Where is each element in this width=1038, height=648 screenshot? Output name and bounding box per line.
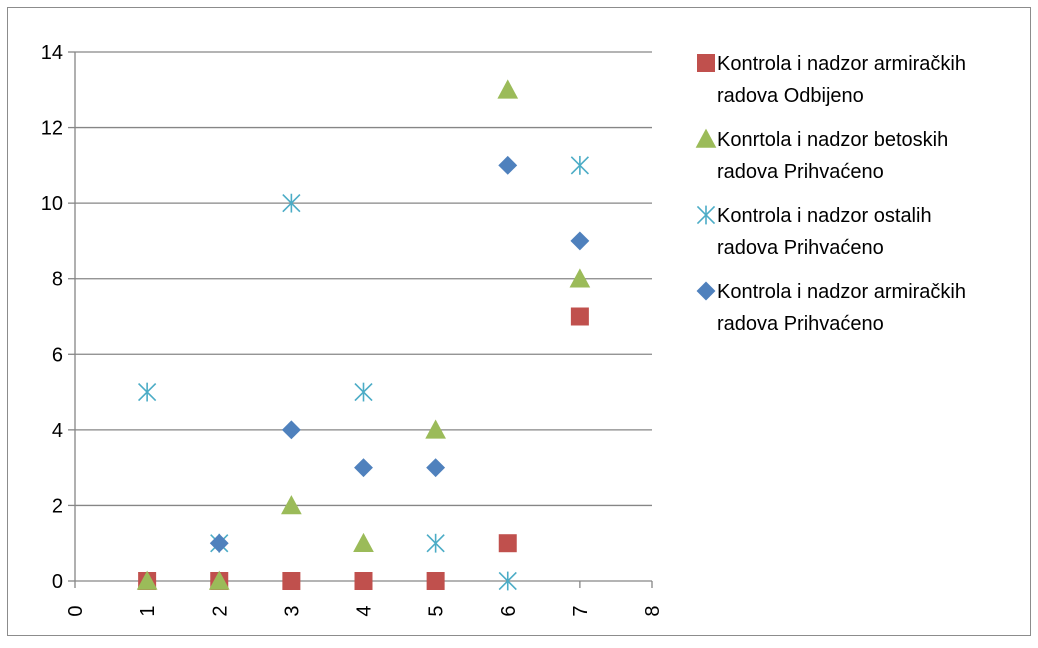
legend-item: Kontrola i nadzor armiračkih radova Prihv…	[696, 281, 966, 335]
legend-item: Kontrola i nadzor armiračkih radova Odbij…	[697, 53, 966, 107]
y-tick-label: 4	[52, 420, 63, 442]
legend-marker	[697, 54, 715, 72]
x-tick-label: 5	[426, 605, 448, 616]
y-tick-label: 0	[52, 571, 63, 593]
data-point	[281, 420, 301, 440]
legend-item: Konrtola i nadzor betoskih radova Prihvać…	[695, 128, 948, 183]
data-point	[426, 533, 445, 553]
data-point	[354, 382, 373, 402]
legend-label: Kontrola i nadzor armiračkih	[717, 53, 966, 75]
x-tick-label: 1	[137, 605, 159, 616]
x-tick-label: 8	[642, 605, 664, 616]
y-tick-label: 12	[41, 118, 63, 140]
data-point	[569, 268, 591, 288]
x-tick-label: 6	[498, 605, 520, 616]
data-point	[138, 382, 157, 402]
data-point	[426, 572, 445, 590]
legend-marker	[695, 128, 717, 148]
data-point	[425, 419, 446, 439]
data-point	[498, 155, 518, 175]
legend-label: Kontrola i nadzor ostalih	[717, 205, 932, 227]
legend-label: radova Odbijeno	[717, 85, 864, 107]
data-point	[281, 495, 302, 515]
data-point	[570, 231, 590, 251]
data-point	[570, 155, 589, 175]
data-point	[136, 570, 158, 590]
data-point	[498, 534, 517, 553]
data-point	[497, 79, 519, 99]
data-point	[209, 533, 229, 553]
data-point	[354, 458, 373, 478]
legend-label: radova Prihvaćeno	[717, 237, 884, 259]
x-tick-label: 2	[209, 605, 231, 616]
data-point	[570, 307, 589, 326]
data-point	[282, 572, 301, 590]
y-tick-label: 2	[52, 495, 63, 517]
data-markers	[136, 79, 591, 591]
gridlines	[75, 51, 652, 507]
legend-marker	[696, 205, 716, 225]
x-tick-label: 0	[65, 605, 87, 616]
chart-border	[7, 7, 1031, 636]
legend-label: Kontrola i nadzor armiračkih	[717, 281, 966, 303]
data-point	[426, 458, 446, 478]
data-point	[282, 193, 301, 213]
y-tick-label: 10	[41, 193, 63, 215]
legend-label: radova Prihvaćeno	[717, 313, 884, 335]
x-tick-label: 3	[281, 605, 303, 616]
legend-marker	[696, 281, 716, 301]
data-point	[353, 532, 374, 553]
y-tick-label: 14	[41, 42, 63, 64]
legend-label: Konrtola i nadzor betoskih	[717, 129, 948, 151]
data-point	[208, 570, 230, 590]
x-tick-label: 7	[570, 605, 592, 616]
data-point	[498, 571, 517, 591]
y-tick-label: 6	[52, 344, 63, 366]
y-tick-label: 8	[52, 269, 63, 291]
x-tick-label: 4	[354, 605, 376, 616]
data-point	[354, 572, 373, 590]
legend-label: radova Prihvaćeno	[717, 161, 884, 183]
legend-item: Kontrola i nadzor ostalih radova Prihvaće…	[696, 205, 932, 259]
legend: Kontrola i nadzor armiračkih radova Odbij…	[695, 53, 966, 335]
